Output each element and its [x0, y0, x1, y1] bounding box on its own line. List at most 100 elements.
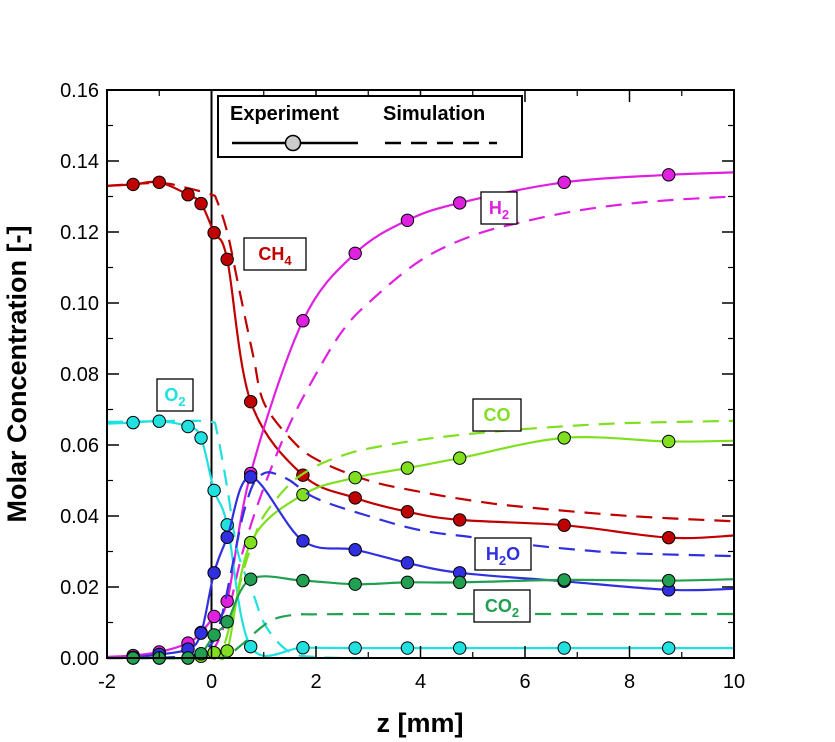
- y-tick-label: 0.08: [60, 364, 99, 386]
- label-h2: H2: [480, 191, 518, 225]
- experiment-point-h2o: [207, 566, 221, 580]
- experiment-point-h2: [207, 609, 221, 624]
- x-tick-label: 10: [723, 671, 745, 693]
- experiment-point-o2: [152, 414, 166, 428]
- y-axis-title: Molar Concentration [-]: [2, 226, 32, 523]
- experiment-point-h2o: [296, 534, 310, 548]
- label-co: CO: [472, 398, 522, 432]
- series-layer: [106, 90, 735, 665]
- ticks-layer: -2 0 2 4 6 8 10 0.00 0.02 0.04 0.06 0.08 0.10 0.12 0.1…: [60, 80, 745, 693]
- series-ch4: [106, 175, 735, 545]
- label-text-co2: CO2: [485, 596, 519, 620]
- experiment-point-co2: [296, 573, 310, 588]
- label-text-co: CO: [484, 405, 511, 425]
- experiment-point-h2: [661, 168, 676, 182]
- label-o2: O2: [156, 378, 194, 412]
- experiment-point-ch4: [452, 513, 467, 527]
- experiment-point-co: [400, 461, 415, 475]
- experiment-point-ch4: [557, 518, 571, 532]
- experiment-point-ch4: [348, 491, 362, 505]
- experiment-point-o2: [661, 641, 676, 655]
- simulation-line-ch4: [106, 181, 735, 523]
- simulation-line-co: [106, 419, 735, 660]
- experiment-point-ch4: [152, 175, 166, 190]
- experiment-point-o2: [194, 431, 208, 445]
- y-tick-label: 0.02: [60, 577, 99, 599]
- experiment-point-h2: [557, 175, 571, 190]
- label-box-h2: [480, 191, 518, 225]
- species-labels: CH4 H2 O2 CO H2O CO2: [156, 191, 532, 623]
- label-ch4: CH4: [243, 237, 307, 271]
- legend-label-experiment: Experiment: [230, 103, 339, 125]
- experiment-point-o2: [452, 641, 467, 655]
- label-text-h2o: H2O: [486, 544, 520, 568]
- experiment-point-co: [452, 451, 467, 465]
- y-tick-label: 0.06: [60, 435, 99, 457]
- label-box-h2o: [474, 537, 532, 571]
- experiment-point-co2: [243, 572, 258, 586]
- experiment-point-h2: [348, 246, 362, 261]
- experiment-point-o2: [126, 415, 140, 430]
- experiment-point-co2: [557, 573, 571, 587]
- experiment-point-h2o: [220, 530, 234, 544]
- experiment-point-co: [220, 644, 234, 658]
- experiment-point-h2o: [243, 470, 258, 484]
- x-tick-label: -2: [98, 671, 116, 693]
- experiment-point-o2: [207, 483, 221, 498]
- experiment-point-ch4: [661, 530, 676, 545]
- legend-box: [217, 95, 523, 158]
- experiment-point-ch4: [243, 394, 258, 409]
- experiment-point-ch4: [400, 505, 415, 519]
- x-tick-label: 2: [310, 671, 321, 693]
- experiment-point-co2: [207, 628, 221, 642]
- experiment-point-co2: [348, 577, 362, 591]
- label-text-ch4: CH4: [258, 244, 292, 268]
- experiment-point-ch4: [194, 196, 208, 211]
- experiment-point-o2: [243, 639, 258, 654]
- experiment-point-o2: [348, 641, 362, 655]
- series-o2: [106, 414, 734, 660]
- experiment-point-co: [557, 431, 571, 445]
- experiment-point-h2o: [348, 543, 362, 557]
- experiment-point-ch4: [207, 226, 221, 240]
- experiment-point-h2: [296, 314, 310, 328]
- y-tick-label: 0.10: [60, 293, 99, 315]
- experiment-point-o2: [181, 419, 195, 434]
- experiment-point-co2: [220, 615, 234, 629]
- experiment-point-o2: [296, 641, 310, 655]
- experiment-line-h2: [106, 171, 735, 658]
- experiment-point-co: [661, 434, 676, 449]
- label-text-o2: O2: [164, 385, 185, 409]
- y-tick-label: 0.00: [60, 648, 99, 670]
- y-tick-label: 0.14: [60, 151, 99, 173]
- label-box-o2: [156, 378, 194, 412]
- legend-experiment-marker: [284, 134, 302, 152]
- experiment-point-co2: [661, 573, 676, 588]
- experiment-point-ch4: [126, 177, 140, 192]
- x-tick-label: 4: [415, 671, 426, 693]
- x-tick-label: 8: [624, 671, 635, 693]
- x-axis-title: z [mm]: [377, 708, 464, 738]
- legend: Experiment Simulation: [217, 95, 523, 158]
- experiment-point-h2: [452, 196, 467, 210]
- simulation-line-h2: [106, 195, 735, 660]
- experiment-point-ch4: [220, 252, 234, 267]
- experiment-point-h2o: [194, 626, 208, 640]
- label-co2: CO2: [473, 589, 531, 623]
- experiment-point-co2: [452, 575, 467, 590]
- x-tick-label: 6: [519, 671, 530, 693]
- label-text-h2: H2: [489, 198, 509, 222]
- legend-label-simulation: Simulation: [383, 103, 485, 125]
- y-tick-label: 0.04: [60, 506, 99, 528]
- label-box-ch4: [243, 237, 307, 271]
- label-h2o: H2O: [474, 537, 532, 571]
- x-tick-label: 0: [206, 671, 217, 693]
- label-box-co: [472, 398, 522, 432]
- label-box-co2: [473, 589, 531, 623]
- experiment-point-h2: [400, 213, 415, 227]
- experiment-point-co2: [194, 647, 208, 661]
- y-tick-label: 0.16: [60, 80, 99, 102]
- experiment-point-co2: [400, 575, 415, 590]
- experiment-point-h2o: [400, 556, 415, 570]
